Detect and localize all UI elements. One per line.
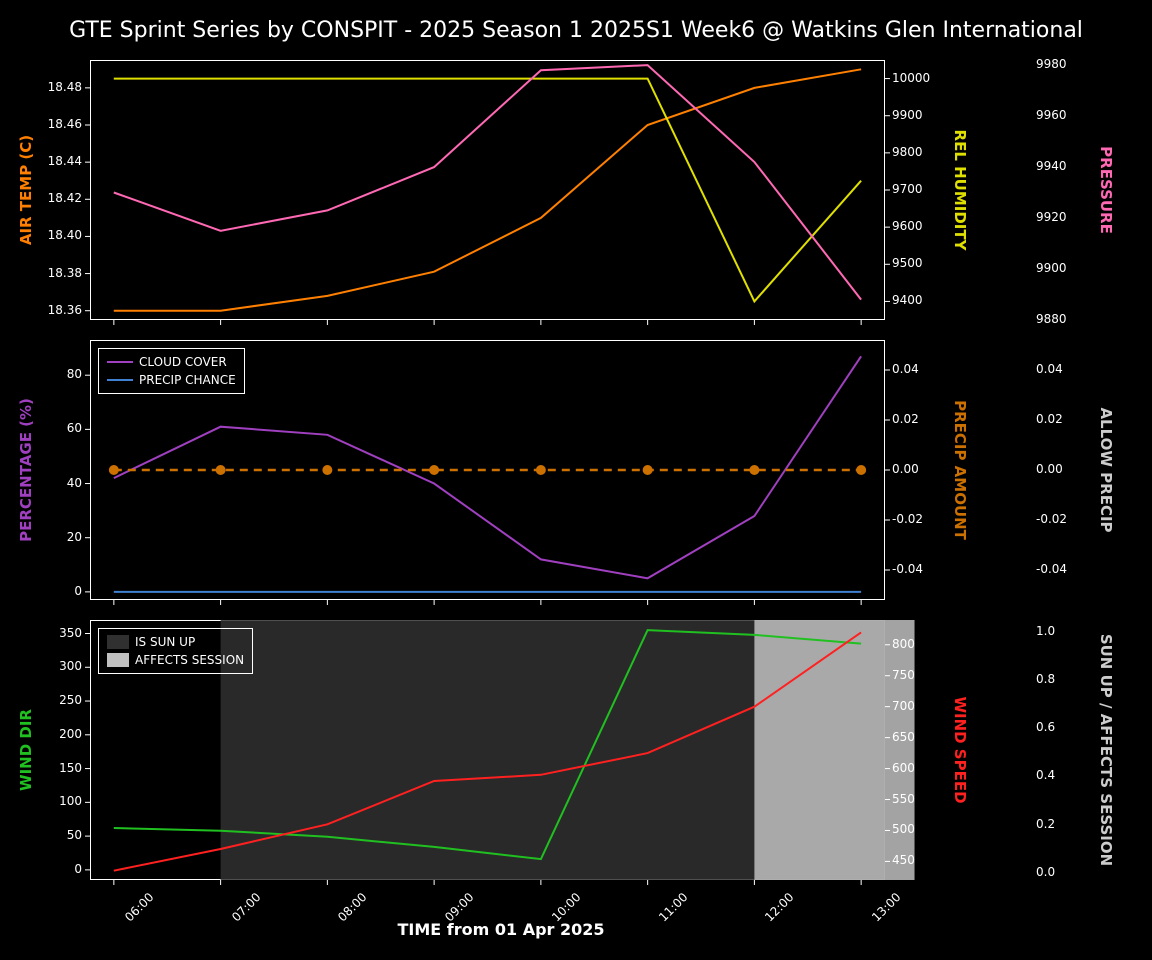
y-tick: 0.8: [1036, 672, 1055, 686]
y-tick: 9900: [1036, 261, 1067, 275]
y-tick: 18.38: [48, 266, 82, 280]
legend-panel2: CLOUD COVERPRECIP CHANCE: [98, 348, 245, 394]
y-tick: 0.04: [892, 362, 919, 376]
y-tick: 150: [59, 761, 82, 775]
y-tick: 0.4: [1036, 768, 1055, 782]
y-tick: 9920: [1036, 210, 1067, 224]
y-tick: 60: [67, 421, 82, 435]
y-tick: 9800: [892, 145, 923, 159]
x-tick: 13:00: [869, 890, 903, 924]
legend-label: CLOUD COVER: [139, 353, 227, 371]
x-axis-label: TIME from 01 Apr 2025: [398, 920, 605, 939]
y-tick: 650: [892, 730, 915, 744]
y-tick: 10000: [892, 71, 930, 85]
x-tick: 11:00: [656, 890, 690, 924]
legend-label: PRECIP CHANCE: [139, 371, 236, 389]
y-tick: 550: [892, 792, 915, 806]
y-tick: 800: [892, 637, 915, 651]
chart-panel-2: 020406080CLOUD COVERPRECIP CHANCE: [90, 340, 885, 600]
legend-label: AFFECTS SESSION: [135, 651, 244, 669]
chart-panel-1: 18.3618.3818.4018.4218.4418.4618.48: [90, 60, 885, 320]
figure-title: GTE Sprint Series by CONSPIT - 2025 Seas…: [0, 18, 1152, 43]
y-tick: 9960: [1036, 108, 1067, 122]
y-tick: 750: [892, 668, 915, 682]
y-tick: 18.48: [48, 80, 82, 94]
x-tick: 06:00: [122, 890, 156, 924]
y-tick: 350: [59, 626, 82, 640]
y-tick: 100: [59, 794, 82, 808]
y-tick: 0.04: [1036, 362, 1063, 376]
y-tick: 700: [892, 699, 915, 713]
y-tick: 200: [59, 727, 82, 741]
y-tick: 80: [67, 367, 82, 381]
plot-svg-1: [90, 60, 885, 320]
y-tick: 9900: [892, 108, 923, 122]
y-tick: 0.00: [892, 462, 919, 476]
y-tick: 9700: [892, 182, 923, 196]
y-tick: 0: [74, 862, 82, 876]
y-tick: 9400: [892, 293, 923, 307]
x-tick: 08:00: [335, 890, 369, 924]
legend-panel3: IS SUN UPAFFECTS SESSION: [98, 628, 253, 674]
y-tick: 0.00: [1036, 462, 1063, 476]
y-tick: -0.02: [892, 512, 923, 526]
y-tick: 1.0: [1036, 624, 1055, 638]
y-tick: 0: [74, 584, 82, 598]
y-tick: 18.44: [48, 154, 82, 168]
y-tick: 9500: [892, 256, 923, 270]
y-tick: 250: [59, 693, 82, 707]
y-tick: 9940: [1036, 159, 1067, 173]
y-tick: 0.02: [1036, 412, 1063, 426]
y-tick: 50: [67, 828, 82, 842]
chart-panel-3: 050100150200250300350IS SUN UPAFFECTS SE…: [90, 620, 885, 880]
y-tick: 9980: [1036, 57, 1067, 71]
y-tick: 450: [892, 853, 915, 867]
y-tick: 40: [67, 476, 82, 490]
y-tick: -0.04: [1036, 562, 1067, 576]
y-tick: 9600: [892, 219, 923, 233]
y-tick: 9880: [1036, 312, 1067, 326]
y-tick: 500: [892, 822, 915, 836]
y-tick: 600: [892, 761, 915, 775]
y-tick: 0.0: [1036, 865, 1055, 879]
y-tick: 18.46: [48, 117, 82, 131]
x-tick: 07:00: [229, 890, 263, 924]
y-tick: 18.36: [48, 303, 82, 317]
y-tick: -0.04: [892, 562, 923, 576]
x-tick: 12:00: [763, 890, 797, 924]
legend-label: IS SUN UP: [135, 633, 195, 651]
y-tick: 20: [67, 530, 82, 544]
y-tick: 0.02: [892, 412, 919, 426]
y-tick: 18.42: [48, 191, 82, 205]
y-tick: -0.02: [1036, 512, 1067, 526]
y-tick: 300: [59, 659, 82, 673]
y-tick: 0.6: [1036, 720, 1055, 734]
y-tick: 18.40: [48, 228, 82, 242]
y-tick: 0.2: [1036, 817, 1055, 831]
